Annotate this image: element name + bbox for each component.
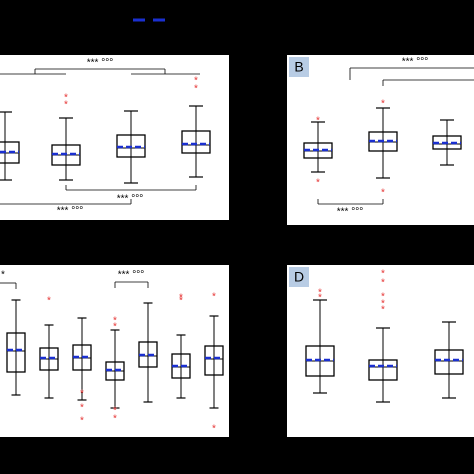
outlier: * [381,188,385,199]
significance-label: * [1,270,5,281]
outlier: * [381,278,385,289]
outlier: * [47,296,51,307]
outlier: * [318,288,322,299]
outlier: * [381,269,385,280]
panel [0,55,229,220]
outlier: * [381,305,385,316]
outlier: * [316,116,320,127]
outlier: * [64,100,68,111]
outlier: * [212,292,216,303]
outlier: * [113,316,117,327]
outlier: * [80,403,84,414]
outlier: * [381,99,385,110]
outlier: * [113,406,117,417]
outlier: * [212,424,216,435]
panel-label: B [294,59,303,75]
outlier: * [381,292,385,303]
panel-label: D [294,269,304,285]
significance-label: *** °°° [57,206,83,217]
panel [287,265,474,437]
outlier: * [318,293,322,304]
outlier: * [113,322,117,333]
outlier: * [64,93,68,104]
outlier: * [80,389,84,400]
box [434,349,464,375]
significance-label: *** °°° [118,270,144,281]
outlier: * [194,84,198,95]
outlier: * [80,416,84,427]
outlier: * [179,293,183,304]
significance-label: *** °°° [117,194,143,205]
outlier: * [194,76,198,87]
box [368,359,398,381]
box [6,332,26,373]
box [204,345,224,376]
significance-label: *** °°° [87,58,113,69]
box [181,130,211,154]
panel-label-box [289,267,309,287]
outlier: * [113,414,117,425]
outlier: * [316,178,320,189]
outlier: * [179,296,183,307]
outlier: * [381,299,385,310]
panel-label-box [289,57,309,77]
significance-label: *** °°° [402,57,428,68]
significance-label: *** °°° [337,207,363,218]
